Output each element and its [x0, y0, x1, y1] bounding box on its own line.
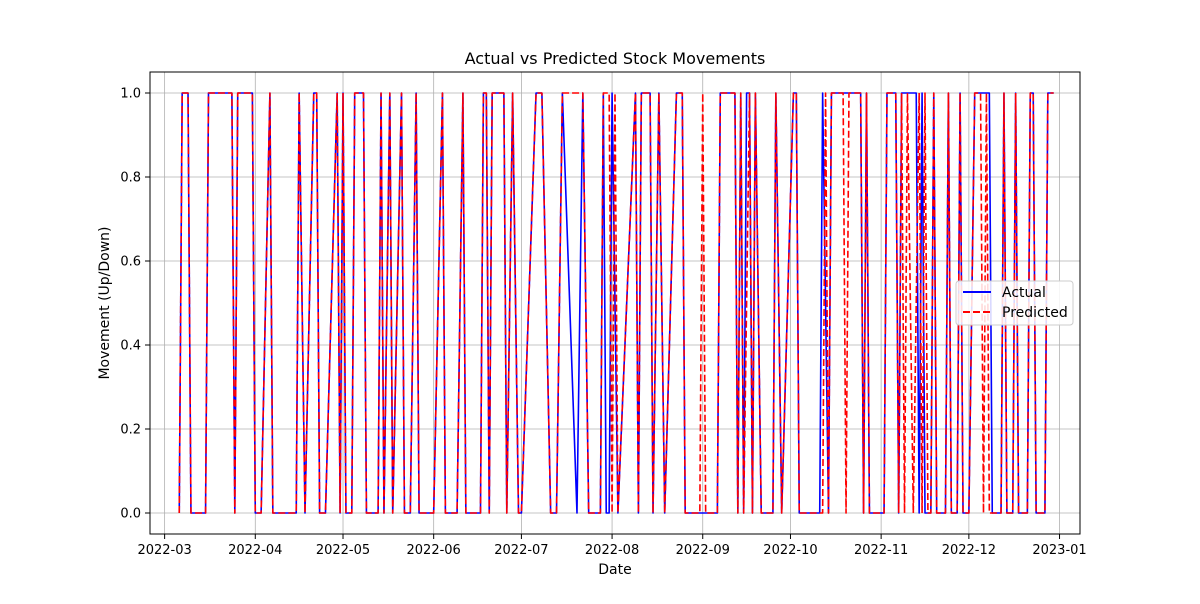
x-axis-label: Date [598, 562, 631, 578]
x-tick-label: 2022-04 [228, 543, 282, 558]
x-tick-label: 2022-11 [854, 543, 908, 558]
y-tick-label: 1.0 [120, 87, 141, 102]
x-tick-label: 2022-12 [942, 543, 996, 558]
axes-frame [149, 71, 1081, 535]
legend-label-predicted: Predicted [1002, 305, 1068, 321]
x-axis: 2022-03 2022-04 2022-05 2022-06 2022-07 2022-… [137, 534, 1087, 558]
y-tick-label: 0.6 [120, 255, 141, 270]
y-tick-label: 0.2 [120, 423, 141, 438]
x-tick-label: 2022-09 [676, 543, 730, 558]
x-tick-label: 2022-06 [407, 543, 461, 558]
x-tick-label: 2022-07 [494, 543, 548, 558]
y-axis-label: Movement (Up/Down) [97, 226, 113, 379]
chart-title: Actual vs Predicted Stock Movements [465, 49, 766, 68]
x-tick-label: 2022-10 [763, 543, 817, 558]
x-tick-label: 2023-01 [1032, 543, 1086, 558]
x-tick-label: 2022-08 [585, 543, 639, 558]
legend: Actual Predicted [955, 280, 1074, 326]
y-tick-label: 0.0 [120, 507, 141, 522]
legend-label-actual: Actual [1002, 285, 1046, 301]
x-tick-label: 2022-05 [316, 543, 370, 558]
y-tick-label: 0.8 [120, 171, 141, 186]
plot-area [178, 92, 1054, 514]
y-tick-label: 0.4 [120, 339, 141, 354]
y-axis: 0.0 0.2 0.4 0.6 0.8 1.0 [120, 87, 150, 522]
x-tick-label: 2022-03 [137, 543, 191, 558]
